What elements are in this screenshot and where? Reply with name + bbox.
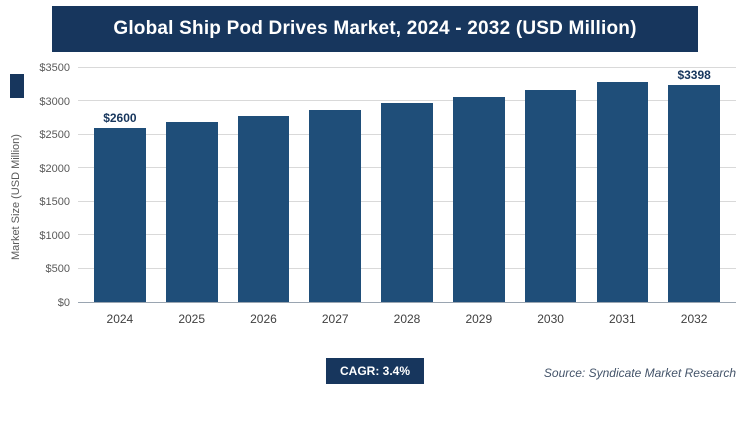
bar-group	[299, 68, 371, 302]
plot-area: $2600 $3398	[78, 67, 736, 303]
chart-title-bar: Global Ship Pod Drives Market, 2024 - 20…	[52, 6, 698, 52]
bar-group	[228, 68, 300, 302]
x-tick-label: 2032	[680, 312, 708, 326]
bar-chart: Market Size (USD Million) $0 $500 $1000 $15…	[6, 62, 736, 326]
y-tick-label: $1500	[39, 196, 70, 209]
bar-value-label: $3398	[677, 68, 711, 82]
bar	[381, 103, 433, 302]
x-tick-label: 2031	[609, 312, 636, 326]
x-tick-label: 2027	[321, 312, 349, 326]
page-title: Global Ship Pod Drives Market, 2024 - 20…	[113, 18, 637, 39]
bar	[94, 128, 146, 302]
y-axis-title: Market Size (USD Million)	[10, 134, 22, 260]
gridline	[78, 67, 736, 68]
y-tick-label: $1000	[39, 229, 70, 242]
bar	[452, 96, 505, 302]
y-axis-ticks: $0 $500 $1000 $1500 $2000 $2500 $3000 $3500	[26, 62, 78, 309]
y-tick-label: $0	[57, 297, 70, 309]
y-tick-label: $3000	[39, 95, 70, 108]
y-tick-label: $3500	[39, 62, 70, 74]
gridline	[78, 100, 736, 102]
bar	[309, 109, 362, 302]
bar	[165, 122, 218, 302]
y-tick-label: $2500	[39, 129, 70, 142]
bar	[524, 89, 577, 302]
cagr-badge: CAGR: 3.4%	[325, 358, 425, 384]
bar-group	[515, 68, 587, 302]
bar-value-label: $2600	[103, 111, 137, 126]
y-tick-label: $2000	[39, 162, 70, 175]
plot-wrap: $2600 $3398 2024 2025 2026 2027 2028 2029 2030 2…	[78, 67, 736, 326]
bar-group: $3398	[658, 68, 730, 302]
bar	[596, 82, 649, 302]
x-tick-label: 2024	[106, 312, 134, 326]
x-tick-label: 2030	[537, 312, 564, 326]
source-credit: Source: Syndicate Market Research	[543, 366, 736, 380]
accent-square	[10, 74, 24, 98]
x-tick-label: 2028	[393, 312, 421, 326]
bar	[237, 116, 290, 302]
bar	[668, 85, 720, 302]
x-tick-label: 2026	[250, 312, 277, 326]
x-tick-label: 2029	[465, 312, 493, 326]
y-tick-label: $500	[45, 263, 70, 276]
x-tick-label: 2025	[178, 312, 206, 326]
bar-group	[371, 68, 443, 302]
bar-group	[443, 68, 515, 302]
bar-group	[586, 68, 658, 302]
x-axis-labels: 2024 2025 2026 2027 2028 2029 2030 2031 2032	[78, 303, 736, 326]
bar-group: $2600	[84, 68, 156, 302]
chart-footer: CAGR: 3.4% Source: Syndicate Market Rese…	[0, 356, 750, 390]
bar-group	[156, 68, 228, 302]
